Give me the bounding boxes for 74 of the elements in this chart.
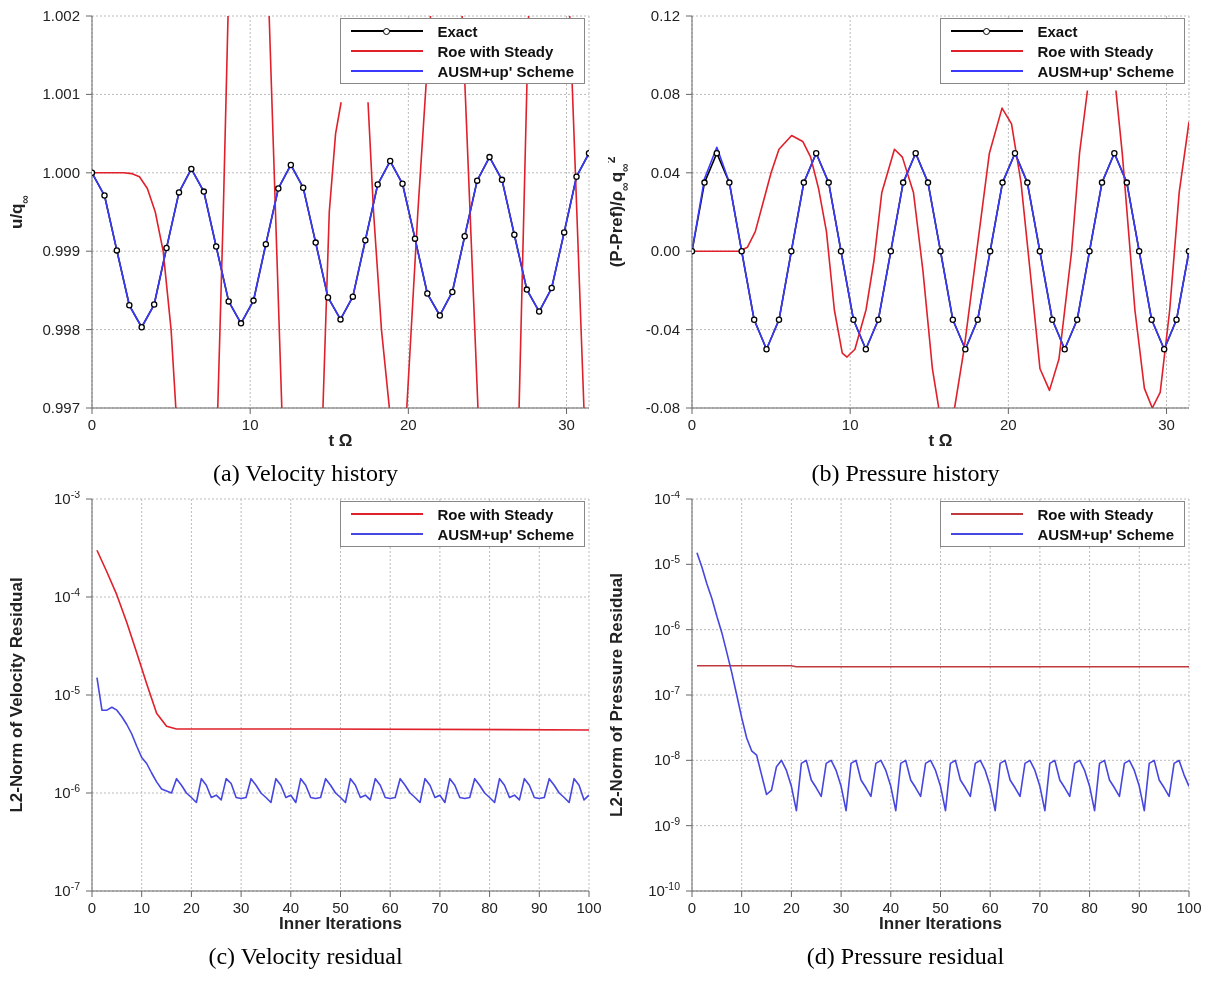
- y-tick-label: 10$^{-8}$: [653, 749, 681, 769]
- x-tick-label: 50: [332, 899, 349, 916]
- x-tick-label: 10: [841, 416, 859, 433]
- legend-label: Roe with Steady: [437, 42, 554, 60]
- legend-label: Roe with Steady: [437, 505, 554, 523]
- x-tick-label: 0: [87, 416, 97, 433]
- x-tick-label: 100: [576, 899, 602, 916]
- legend-label: AUSM+up' Scheme: [437, 62, 574, 80]
- x-tick-label: 30: [558, 416, 575, 433]
- legend-label: Exact: [1037, 22, 1078, 40]
- legend-label: AUSM+up' Scheme: [1037, 62, 1174, 80]
- text: (c) Velocity residual: [207, 943, 404, 970]
- x-tick-label: 50: [932, 899, 949, 916]
- x-tick-label: 70: [1031, 899, 1049, 916]
- text: (a) Velocity history: [212, 460, 399, 487]
- x-tick-label: 40: [282, 899, 300, 916]
- legend-label: Roe with Steady: [1037, 505, 1154, 523]
- x-tick-label: 70: [431, 899, 449, 916]
- x-tick-label: 30: [1158, 416, 1175, 433]
- y-tick-label: 10$^{-4}$: [653, 488, 681, 507]
- x-tick-label: 10: [733, 899, 751, 916]
- text: (b) Pressure history: [810, 460, 1001, 487]
- y-tick-label: 10$^{-7}$: [653, 684, 681, 703]
- x-tick-label: 20: [400, 416, 417, 433]
- x-tick-label: 100: [1176, 899, 1202, 916]
- y-axis-title: L2-Norm of Pressure Residual: [607, 573, 626, 817]
- y-tick-label: 10$^{-7}$: [53, 880, 81, 899]
- y-axis-title: L2-Norm of Velocity Residual: [7, 577, 26, 813]
- y-tick-label: -0.08: [645, 399, 680, 416]
- y-tick-label: 10$^{-6}$: [653, 618, 681, 638]
- x-tick-label: 80: [1081, 899, 1098, 916]
- x-tick-label: 0: [687, 899, 697, 916]
- y-tick-label: 0.998: [42, 320, 80, 338]
- y-tick-label: 0.00: [650, 242, 680, 260]
- x-tick-label: 80: [481, 899, 498, 916]
- legend-label: AUSM+up' Scheme: [437, 525, 574, 543]
- y-tick-label: 10$^{-6}$: [53, 782, 81, 801]
- y-tick-label: -0.04: [645, 320, 680, 338]
- legend-label: AUSM+up' Scheme: [1037, 525, 1174, 543]
- y-tick-label: 1.000: [42, 163, 80, 181]
- y-tick-label: 0.999: [42, 242, 80, 260]
- legend-label: Exact: [437, 22, 478, 40]
- y-tick-label: 0.08: [650, 85, 680, 103]
- y-tick-label: 0.12: [650, 7, 680, 24]
- x-tick-label: 20: [783, 899, 800, 916]
- x-tick-label: 90: [1130, 899, 1148, 916]
- x-tick-label: 60: [381, 899, 399, 916]
- y-tick-label: 10$^{-5}$: [53, 684, 81, 703]
- x-axis-title: Inner Iterations: [279, 914, 402, 933]
- x-tick-label: 20: [183, 899, 200, 916]
- y-tick-label: 10$^{-4}$: [53, 586, 81, 605]
- x-tick-label: 0: [87, 899, 97, 916]
- x-tick-label: 0: [687, 416, 697, 433]
- text: (d) Pressure residual: [805, 943, 1006, 970]
- x-tick-label: 30: [832, 899, 850, 916]
- x-axis-title: t Ω: [328, 431, 353, 450]
- x-tick-label: 10: [241, 416, 259, 433]
- x-tick-label: 40: [882, 899, 900, 916]
- y-tick-label: 0.997: [42, 399, 80, 416]
- x-axis-title: Inner Iterations: [879, 914, 1002, 933]
- x-axis-title: t Ω: [928, 431, 953, 450]
- y-tick-label: 10$^{-5}$: [653, 553, 681, 573]
- y-tick-label: 10$^{-3}$: [53, 488, 81, 507]
- y-tick-label: 10$^{-10}$: [648, 880, 681, 899]
- legend-label: Roe with Steady: [1037, 42, 1154, 60]
- x-tick-label: 60: [981, 899, 999, 916]
- y-tick-label: 1.001: [42, 85, 80, 103]
- y-tick-label: 1.002: [42, 7, 80, 24]
- x-tick-label: 30: [232, 899, 250, 916]
- y-tick-label: 10$^{-9}$: [653, 814, 681, 834]
- y-tick-label: 0.04: [650, 163, 680, 181]
- x-tick-label: 90: [530, 899, 548, 916]
- x-tick-label: 10: [133, 899, 151, 916]
- x-tick-label: 20: [1000, 416, 1017, 433]
